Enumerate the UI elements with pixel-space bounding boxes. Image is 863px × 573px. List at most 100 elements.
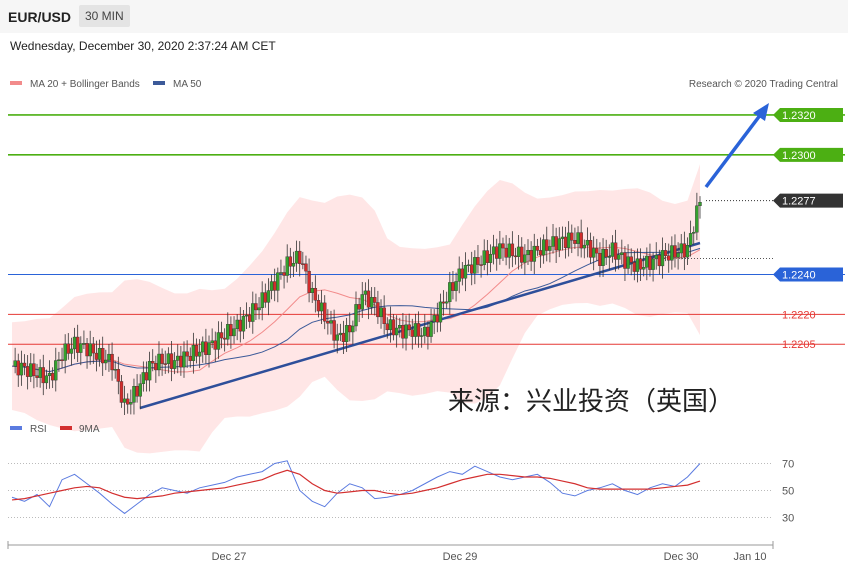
candle [601, 238, 605, 278]
candle [607, 244, 612, 270]
candle [41, 354, 45, 396]
candle [91, 337, 96, 364]
candle [382, 295, 386, 335]
candle [276, 267, 280, 303]
candle [501, 237, 505, 261]
level-label-0: 1.2320 [782, 110, 816, 122]
candle [288, 247, 293, 279]
candle [488, 244, 493, 273]
candle [404, 315, 408, 351]
candle [182, 341, 186, 378]
ma20-legend-swatch [10, 81, 22, 85]
level-tag-2 [773, 193, 843, 208]
candle [160, 348, 164, 376]
candle [463, 252, 468, 292]
candle [535, 238, 540, 256]
candle [219, 321, 224, 349]
candle [354, 291, 358, 332]
candle [54, 347, 58, 392]
candle [126, 393, 130, 414]
timestamp: Wednesday, December 30, 2020 2:37:24 AM … [10, 39, 276, 53]
forecast-arrow-shaft [704, 108, 766, 189]
candle [119, 374, 124, 408]
candle [19, 350, 24, 386]
candle [642, 255, 646, 277]
chart-header: EUR/USD 30 MIN [0, 0, 848, 33]
candle [66, 333, 70, 360]
x-tick-label: Dec 30 [664, 551, 699, 563]
candle [360, 281, 364, 318]
rsi-legend-label: RSI [30, 424, 47, 435]
candle [304, 255, 308, 284]
ma50-legend-swatch [153, 81, 165, 85]
candle [207, 335, 211, 368]
candle [616, 249, 621, 270]
candle [695, 192, 699, 241]
candle [673, 234, 677, 268]
candle [351, 320, 355, 345]
candle [429, 308, 433, 343]
rsi-ma-legend-swatch [60, 426, 72, 430]
candle [579, 219, 583, 258]
candle [688, 220, 693, 257]
candle [32, 353, 36, 389]
candle [172, 352, 177, 375]
candle [454, 272, 458, 302]
candle [151, 349, 155, 372]
candle [685, 237, 690, 266]
candle [394, 315, 399, 348]
candle [663, 243, 668, 262]
candle [479, 255, 483, 278]
level-label-2: 1.2277 [782, 196, 816, 208]
level-tag-3 [773, 267, 843, 282]
candle [438, 293, 443, 332]
rsi-ma-legend-label: 9MA [79, 424, 100, 435]
rsi-tick-50: 50 [782, 486, 794, 498]
candle [147, 351, 152, 392]
rsi-series-rsi [11, 460, 701, 515]
timeframe-button[interactable]: 30 MIN [79, 5, 130, 27]
candle [257, 297, 261, 320]
level-label-4: 1.2220 [782, 309, 816, 321]
candle [335, 323, 339, 354]
x-tick-label: Dec 29 [443, 551, 478, 563]
candle [498, 230, 502, 265]
candle [241, 310, 246, 340]
candle [595, 238, 599, 262]
level-label-5: 1.2205 [782, 339, 816, 351]
candle [476, 245, 480, 274]
ma50-legend-label: MA 50 [173, 79, 202, 90]
candle [100, 336, 105, 376]
candle [232, 316, 236, 344]
candle [582, 239, 586, 259]
candle [419, 327, 424, 348]
candle [448, 271, 452, 315]
candle [523, 244, 527, 275]
candle [323, 295, 327, 330]
level-tag-1 [773, 147, 843, 162]
candle [373, 287, 377, 316]
candle [692, 226, 696, 245]
candle [22, 354, 27, 376]
candle [251, 291, 255, 334]
candle [69, 337, 74, 366]
watermark-text: 来源：兴业投资（英国） [448, 387, 734, 417]
rsi-series-9ma [11, 469, 701, 501]
level-label-3: 1.2240 [782, 269, 816, 281]
candle [266, 278, 271, 316]
forecast-arrow-head [753, 103, 769, 121]
x-tick-label: Jan 10 [733, 551, 766, 563]
candle [545, 226, 549, 262]
candle [676, 242, 680, 270]
ma20-legend-label: MA 20 + Bollinger Bands [30, 79, 140, 90]
candle [110, 342, 114, 381]
candle [194, 338, 199, 364]
candle [79, 336, 83, 366]
rsi-legend-swatch [10, 426, 22, 430]
copyright: Research © 2020 Trading Central [689, 79, 838, 90]
candle [332, 309, 336, 349]
rsi-tick-30: 30 [782, 513, 794, 525]
candle [313, 275, 318, 313]
candle [138, 374, 142, 410]
